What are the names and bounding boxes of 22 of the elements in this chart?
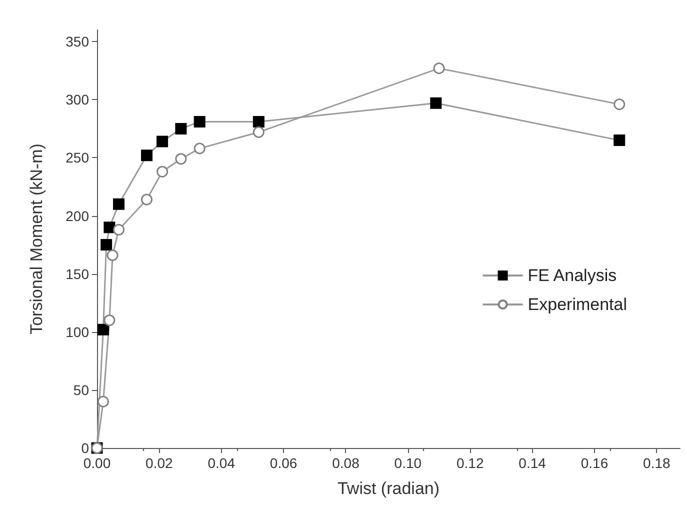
y-tick-label: 350 (66, 34, 90, 50)
y-tick-label: 150 (66, 266, 90, 282)
x-tick-label: 0.00 (83, 455, 111, 471)
x-tick-label: 0.16 (580, 455, 608, 471)
y-tick-label: 0 (81, 440, 90, 456)
y-tick-label: 100 (66, 324, 90, 340)
y-axis-title: Torsional Moment (kN-m) (27, 144, 46, 334)
y-tick-label: 250 (66, 150, 90, 166)
y-tick-label: 50 (73, 382, 90, 398)
legend-label: FE Analysis (528, 266, 617, 285)
x-tick-label: 0.04 (208, 455, 236, 471)
x-tick-label: 0.18 (643, 455, 671, 471)
y-tick-label: 300 (66, 92, 90, 108)
x-tick-label: 0.14 (518, 455, 546, 471)
x-tick-label: 0.12 (456, 455, 484, 471)
x-tick-label: 0.06 (270, 455, 298, 471)
x-axis-title: Twist (radian) (337, 479, 440, 498)
x-tick-label: 0.08 (332, 455, 360, 471)
legend-label: Experimental (528, 295, 628, 314)
x-tick-label: 0.02 (146, 455, 174, 471)
y-tick-label: 200 (66, 208, 90, 224)
x-tick-label: 0.10 (394, 455, 422, 471)
